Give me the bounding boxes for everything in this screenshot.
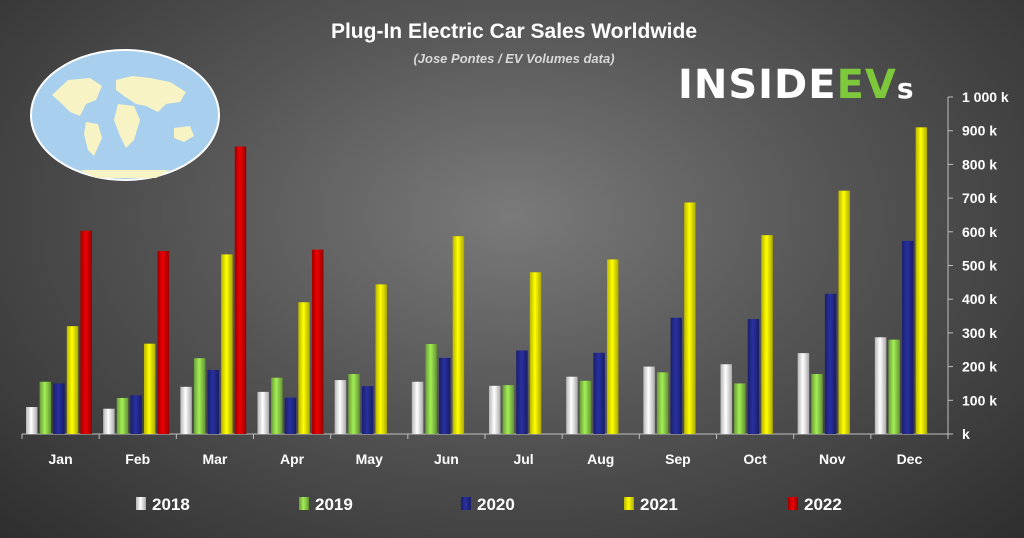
bar-2019-mar: [193, 358, 206, 434]
bar-2021-oct: [761, 235, 773, 434]
bar-2018-apr: [257, 391, 269, 434]
legend-label-2019: 2019: [315, 495, 353, 514]
bar-2018-nov: [797, 353, 810, 434]
bar-2021-mar: [221, 254, 233, 434]
x-tick-label: Oct: [743, 451, 767, 467]
chart-legend: 2018 2019 2020 2021 2022: [136, 495, 842, 514]
brand-part-inside: INSIDE: [678, 62, 837, 108]
legend-label-2018: 2018: [152, 495, 190, 514]
chart-axes: k 100 k 200 k 300 k 400 k 500 k 600 k 700 k 800 …: [21, 89, 1009, 467]
bar-2020-apr: [284, 397, 297, 434]
bar-2019-feb: [116, 397, 129, 434]
bar-2020-jul: [516, 350, 528, 434]
x-tick-label: Dec: [897, 451, 923, 467]
bar-2020-mar: [207, 369, 220, 434]
bar-2018-mar: [180, 386, 192, 434]
x-tick-label: Feb: [125, 451, 150, 467]
y-tick-label: 500 k: [962, 258, 997, 274]
bar-2018-dec: [874, 337, 887, 434]
bar-2019-aug: [579, 380, 592, 434]
bar-2020-feb: [130, 395, 142, 434]
brand-part-s: s: [897, 72, 915, 105]
bar-2019-apr: [271, 377, 283, 434]
y-tick-label: k: [962, 426, 970, 442]
chart-bars: [26, 127, 928, 434]
bar-2020-dec: [902, 240, 914, 434]
bar-2021-sep: [684, 202, 696, 434]
x-tick-label: Nov: [819, 451, 846, 467]
bar-2018-oct: [720, 364, 732, 434]
bar-2020-aug: [593, 352, 605, 434]
chart-title: Plug-In Electric Car Sales Worldwide: [331, 20, 697, 43]
legend-swatch-2020: [461, 497, 471, 510]
y-tick-label: 300 k: [962, 325, 997, 341]
y-tick-label: 400 k: [962, 291, 997, 307]
bar-2020-sep: [670, 317, 683, 434]
bar-2018-may: [334, 380, 347, 434]
legend-swatch-2018: [136, 497, 146, 510]
bar-2022-feb: [157, 251, 170, 434]
bar-2019-jun: [425, 344, 437, 434]
y-tick-label: 800 k: [962, 156, 997, 172]
bar-2018-feb: [103, 408, 115, 434]
y-tick-label: 900 k: [962, 123, 997, 139]
bar-2020-jan: [53, 383, 65, 434]
bar-2021-apr: [298, 302, 310, 434]
y-tick-label: 200 k: [962, 359, 997, 375]
bar-2021-jan: [66, 326, 79, 434]
bar-2020-oct: [747, 319, 760, 434]
bar-2020-may: [361, 386, 374, 434]
bar-2018-aug: [566, 376, 578, 434]
bar-2022-mar: [234, 146, 247, 434]
bar-2018-jun: [411, 381, 424, 434]
legend-swatch-2022: [788, 497, 798, 510]
chart-subtitle: (Jose Pontes / EV Volumes data): [413, 51, 614, 66]
x-tick-label: Sep: [665, 451, 691, 467]
legend-swatch-2019: [299, 497, 309, 510]
bar-2018-sep: [643, 366, 655, 434]
bar-2021-dec: [915, 127, 928, 434]
bar-2019-dec: [888, 339, 900, 434]
legend-label-2020: 2020: [477, 495, 515, 514]
y-tick-label: 1 000 k: [962, 89, 1009, 105]
insideevs-logo: INSIDEEVs: [678, 62, 915, 108]
bar-2021-jun: [452, 236, 465, 434]
x-tick-label: May: [356, 451, 383, 467]
bar-2021-aug: [606, 259, 619, 434]
bar-2019-sep: [656, 372, 669, 434]
x-tick-label: Jul: [513, 451, 533, 467]
x-tick-label: Jan: [49, 451, 73, 467]
x-tick-label: Mar: [202, 451, 227, 467]
bar-2019-jul: [502, 385, 515, 434]
x-tick-label: Apr: [280, 451, 305, 467]
bar-2021-feb: [143, 343, 156, 434]
bar-2022-apr: [311, 249, 324, 434]
bar-2021-nov: [838, 190, 850, 434]
bar-2019-nov: [811, 374, 823, 434]
legend-label-2022: 2022: [804, 495, 842, 514]
bar-2021-jul: [529, 272, 542, 434]
y-tick-label: 600 k: [962, 224, 997, 240]
x-tick-label: Aug: [587, 451, 614, 467]
bar-2019-oct: [734, 383, 746, 434]
legend-swatch-2021: [624, 497, 634, 510]
y-tick-label: 100 k: [962, 392, 997, 408]
y-tick-label: 700 k: [962, 190, 997, 206]
world-map-icon: [30, 49, 220, 181]
legend-label-2021: 2021: [640, 495, 678, 514]
bar-2022-jan: [80, 230, 92, 434]
bar-2018-jul: [489, 385, 501, 434]
x-tick-label: Jun: [434, 451, 459, 467]
brand-part-ev: EV: [837, 62, 897, 108]
bar-2020-jun: [439, 357, 451, 434]
bar-2020-nov: [824, 293, 837, 434]
svg-text:INSIDEEVs: INSIDEEVs: [678, 62, 915, 108]
bar-2019-jan: [39, 381, 52, 434]
bar-2018-jan: [26, 407, 38, 434]
bar-2021-may: [375, 284, 387, 434]
bar-2019-may: [348, 374, 360, 434]
